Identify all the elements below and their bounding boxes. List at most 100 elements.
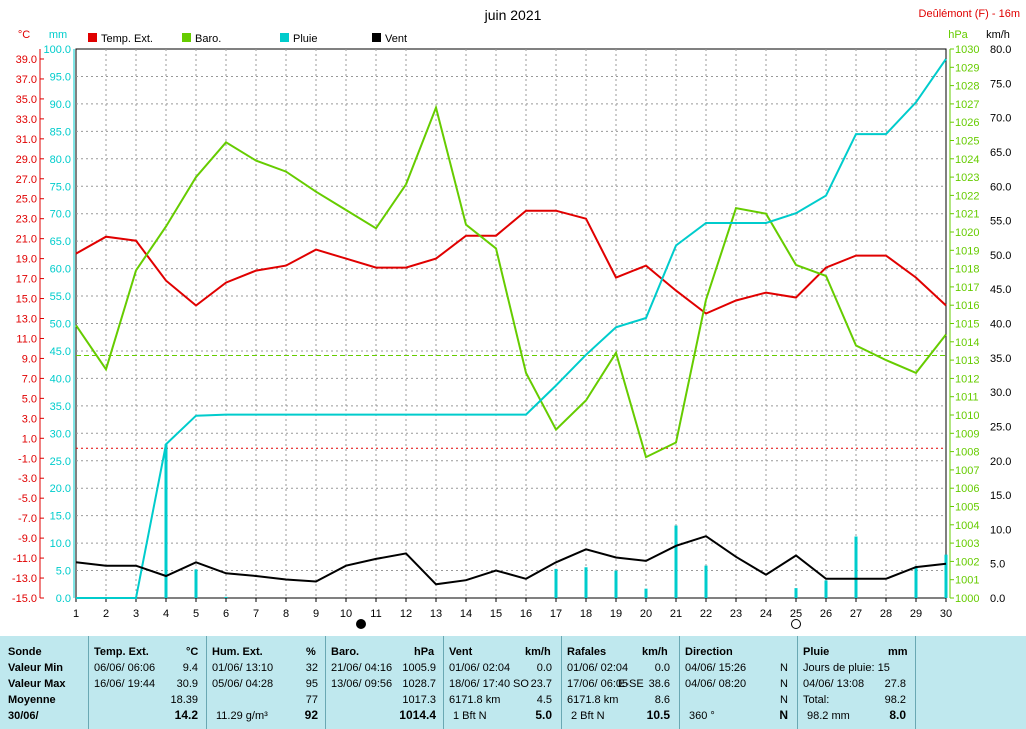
rafales-min-value: 0.0 <box>654 662 670 674</box>
kmh-tick-label: 30.0 <box>990 387 1011 399</box>
mm-tick-label: 85.0 <box>50 126 71 138</box>
daily-rain-bar <box>944 554 948 598</box>
mm-tick-label: 65.0 <box>50 236 71 248</box>
temp-tick-label: -11.0 <box>13 553 37 565</box>
hpa-tick-label: 1013 <box>955 355 979 367</box>
mm-tick-label: 20.0 <box>50 483 71 495</box>
mm-tick-label: 70.0 <box>50 209 71 221</box>
direction-min-value: N <box>780 662 788 674</box>
column-separator <box>797 636 798 729</box>
x-tick-label: 17 <box>550 608 562 620</box>
hum-max-date: 05/06/ 04:28 <box>212 678 274 690</box>
rafales-current-value: 10.5 <box>646 708 670 722</box>
temp-tick-label: -9.0 <box>18 533 37 545</box>
temp-unit: °C <box>186 646 199 658</box>
hum-absolute: 11.29 g/m³ <box>216 710 268 722</box>
mm-tick-label: 5.0 <box>56 566 71 578</box>
column-separator <box>679 636 680 729</box>
legend-swatch <box>280 33 289 42</box>
temp-tick-label: 3.0 <box>22 413 37 425</box>
x-tick-label: 10 <box>340 608 352 620</box>
direction-max-date: 04/06/ 08:20 <box>685 678 747 690</box>
kmh-tick-label: 60.0 <box>990 181 1011 193</box>
x-tick-label: 4 <box>163 608 169 620</box>
legend-label: Pluie <box>293 33 317 45</box>
hpa-tick-label: 1005 <box>955 502 979 514</box>
hpa-tick-label: 1027 <box>955 99 979 111</box>
pluie-max-value: 27.8 <box>884 678 906 690</box>
weather-chart: juin 2021 Deûlémont (F) - 16m °C mm hPa … <box>11 7 1020 629</box>
hum-mean-value: 77 <box>305 694 318 706</box>
hpa-tick-label: 1015 <box>955 319 979 331</box>
mm-tick-label: 35.0 <box>50 401 71 413</box>
rafales-max-dir: E-SE <box>618 678 644 690</box>
vent-mean-value: 4.5 <box>536 694 552 706</box>
column-separator <box>206 636 207 729</box>
mm-tick-label: 60.0 <box>50 264 71 276</box>
mm-tick-label: 45.0 <box>50 346 71 358</box>
temp-tick-label: 33.0 <box>16 114 37 126</box>
x-tick-label: 18 <box>580 608 592 620</box>
baro-max-date: 13/06/ 09:56 <box>331 678 393 690</box>
hpa-tick-label: 1017 <box>955 282 979 294</box>
vent-beaufort: 1 Bft N <box>453 710 487 722</box>
kmh-tick-label: 75.0 <box>990 78 1011 90</box>
temp-tick-label: -3.0 <box>18 473 37 485</box>
rafales-max-value: 38.6 <box>648 678 670 690</box>
temp-tick-label: 9.0 <box>22 353 37 365</box>
daily-rain-bar <box>614 570 618 598</box>
full-moon-icon <box>791 619 801 629</box>
mm-tick-label: 75.0 <box>50 181 71 193</box>
x-tick-label: 26 <box>820 608 832 620</box>
mm-tick-label: 10.0 <box>50 538 71 550</box>
x-tick-label: 9 <box>313 608 319 620</box>
station-label: Deûlémont (F) - 16m <box>919 8 1020 20</box>
pluie-unit: mm <box>888 646 908 658</box>
vent-max-dir: SO <box>513 678 529 690</box>
temp-min-value: 9.4 <box>182 662 198 674</box>
kmh-tick-label: 70.0 <box>990 113 1011 125</box>
mm-tick-label: 95.0 <box>50 71 71 83</box>
x-tick-label: 11 <box>370 608 381 620</box>
kmh-tick-label: 0.0 <box>990 593 1005 605</box>
temp-tick-label: 11.0 <box>16 333 37 345</box>
daily-rain-bar <box>194 569 198 598</box>
daily-rain-bar <box>674 525 678 598</box>
daily-rain-bar <box>794 588 798 598</box>
series-line <box>75 535 947 586</box>
sonde-header: Sonde <box>8 646 42 658</box>
temp-min-date: 06/06/ 06:06 <box>94 662 156 674</box>
temp-tick-label: 27.0 <box>16 174 37 186</box>
kmh-tick-label: 45.0 <box>990 284 1011 296</box>
x-tick-label: 14 <box>460 608 472 620</box>
new-moon-icon <box>356 619 366 629</box>
hum-header: Hum. Ext. <box>212 646 263 658</box>
hpa-tick-label: 1029 <box>955 62 979 74</box>
chart-title: juin 2021 <box>484 7 542 23</box>
x-tick-label: 15 <box>490 608 502 620</box>
row-label-mean: Moyenne <box>8 694 56 706</box>
vent-header: Vent <box>449 646 473 658</box>
x-tick-label: 23 <box>730 608 742 620</box>
x-tick-label: 21 <box>670 608 682 620</box>
hpa-tick-label: 1019 <box>955 245 979 257</box>
kmh-tick-label: 50.0 <box>990 250 1011 262</box>
temp-tick-label: 37.0 <box>16 74 37 86</box>
mm-tick-label: 0.0 <box>56 593 71 605</box>
hpa-tick-label: 1028 <box>955 81 979 93</box>
hpa-tick-label: 1022 <box>955 190 979 202</box>
kmh-tick-label: 5.0 <box>990 559 1005 571</box>
x-tick-label: 1 <box>73 608 79 620</box>
temp-header: Temp. Ext. <box>94 646 149 658</box>
daily-rain-bar <box>854 536 858 598</box>
temp-tick-label: 31.0 <box>16 134 37 146</box>
pluie-total-label: Total: <box>803 694 830 706</box>
baro-header: Baro. <box>331 646 360 658</box>
hpa-tick-label: 1002 <box>955 556 979 568</box>
pluie-max-date: 04/06/ 13:08 <box>803 678 865 690</box>
temp-tick-label: 7.0 <box>22 373 37 385</box>
temp-tick-label: 21.0 <box>16 234 37 246</box>
rafales-min-date: 01/06/ 02:04 <box>567 662 629 674</box>
direction-max-value: N <box>780 678 788 690</box>
temp-unit-label: °C <box>18 29 30 41</box>
